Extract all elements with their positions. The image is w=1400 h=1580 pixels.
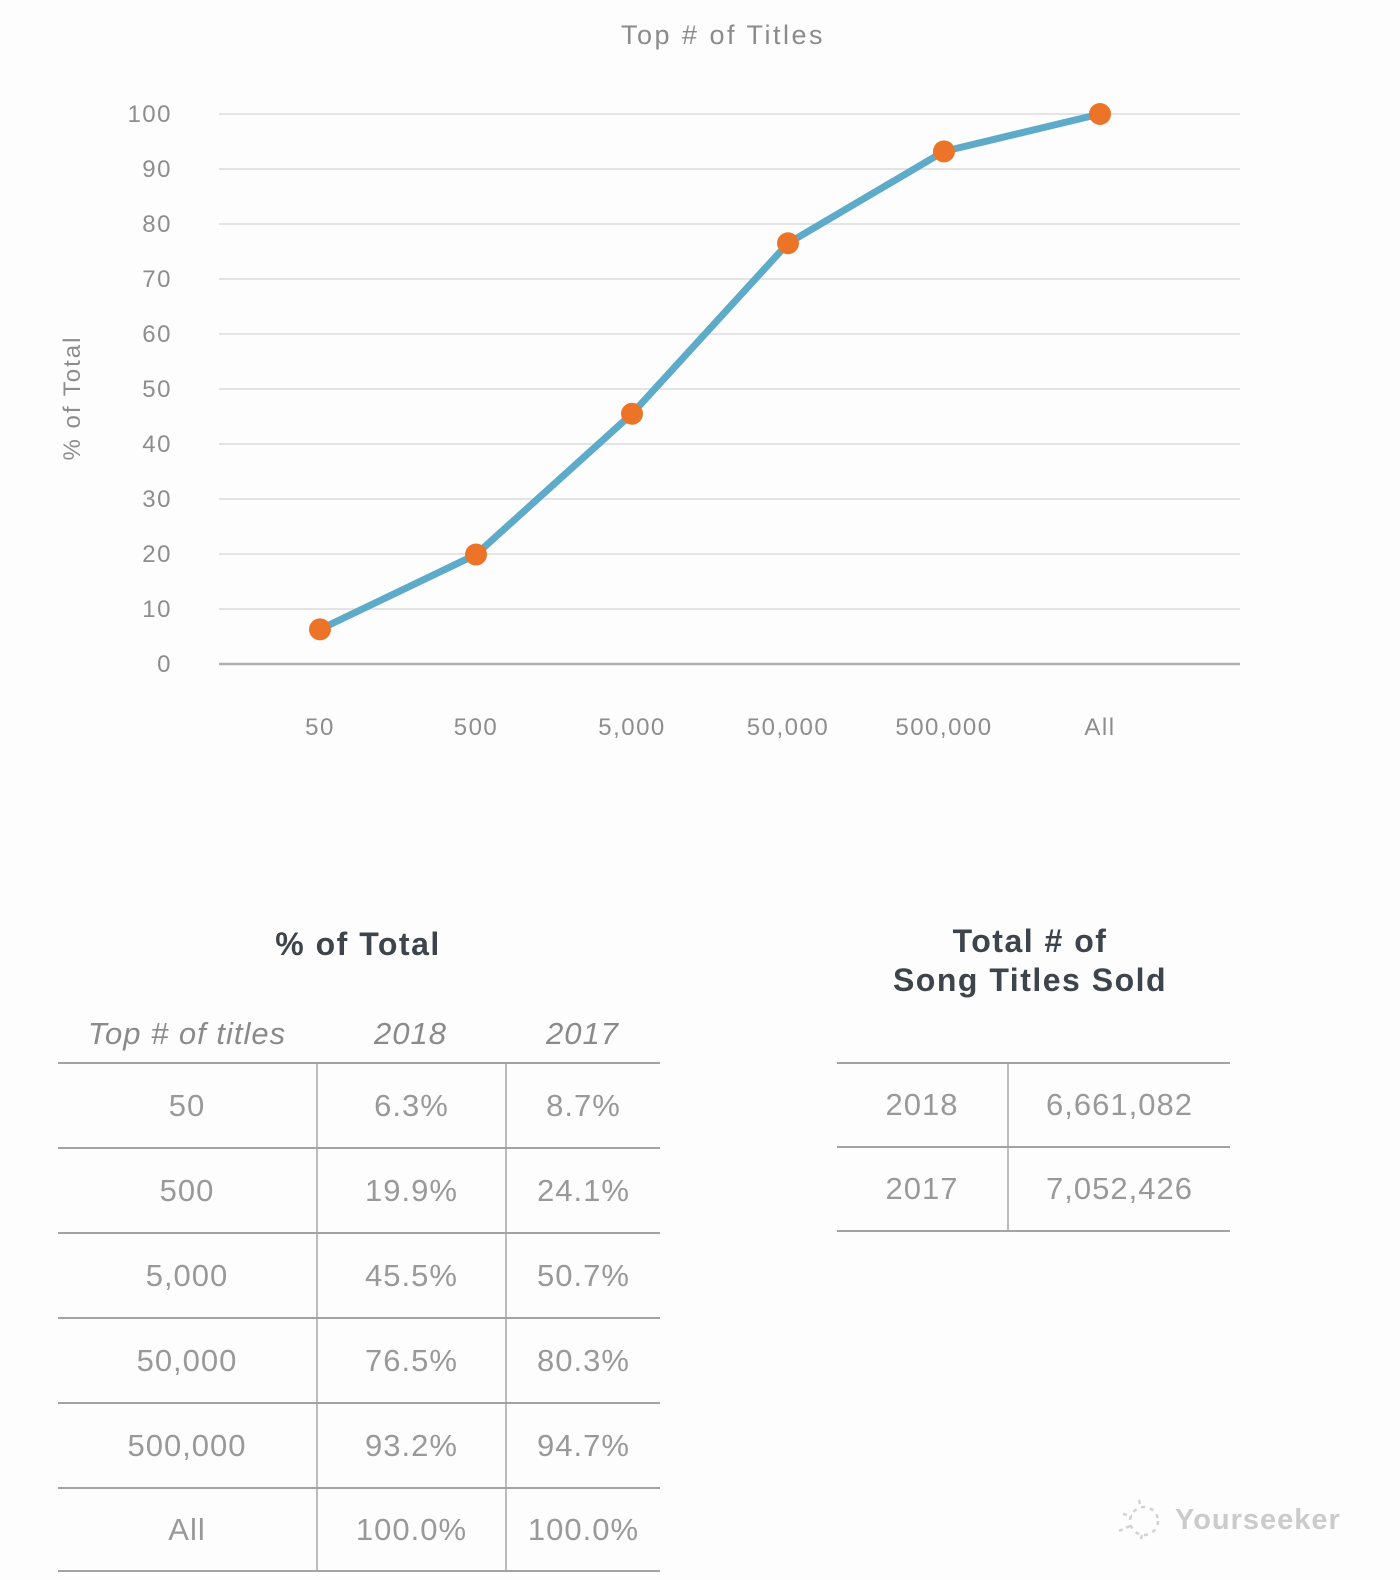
data-point: [465, 543, 487, 566]
y-tick-label: 30: [142, 486, 172, 513]
cell-2017: 24.1%: [505, 1149, 660, 1232]
line-chart: 0 10 20 30 40 50 60 70 80 90 100 50 500 5,000 50,000 50…: [127, 101, 1240, 741]
watermark-text: Yourseeker: [1175, 1503, 1341, 1536]
cell-titles: 50,000: [136, 1342, 238, 1378]
y-tick-label: 0: [157, 651, 172, 678]
data-point: [777, 232, 799, 255]
cell-titles: 500,000: [127, 1427, 247, 1463]
totals-title-line1: Total # of: [952, 923, 1108, 959]
song-titles-sold-table: 2018 6,661,082 2017 7,052,426: [837, 1062, 1230, 1232]
cell-total: 6,661,082: [1007, 1064, 1230, 1146]
header-2018: 2018: [374, 1015, 447, 1051]
data-point: [309, 618, 331, 641]
cell-2018: 19.9%: [316, 1149, 505, 1232]
data-point: [1089, 103, 1111, 125]
x-tick-label: 50: [305, 714, 335, 741]
percent-table-title: % of Total: [275, 926, 441, 962]
cell-2018: 45.5%: [316, 1234, 505, 1317]
cell-2017: 94.7%: [505, 1404, 660, 1487]
y-tick-label: 100: [127, 101, 172, 128]
header-2017: 2017: [546, 1015, 619, 1051]
x-tick-label: 5,000: [598, 714, 666, 741]
cell-2018: 93.2%: [316, 1404, 505, 1487]
cell-2017: 100.0%: [505, 1489, 660, 1570]
series-line-2018: [316, 110, 1104, 633]
data-point: [933, 140, 955, 163]
cell-titles: 500: [159, 1172, 215, 1208]
cell-titles: 5,000: [145, 1257, 229, 1293]
totals-title-line2: Song Titles Sold: [892, 962, 1168, 998]
cell-2017: 8.7%: [505, 1064, 660, 1147]
table-header-row: Top # of titles 2018 2017: [58, 1005, 660, 1062]
cell-2018: 100.0%: [316, 1489, 505, 1570]
table-row: 500 19.9% 24.1%: [58, 1147, 660, 1232]
table-row: All 100.0% 100.0%: [58, 1487, 660, 1572]
x-tick-label: 50,000: [747, 714, 829, 741]
cell-2018: 76.5%: [316, 1319, 505, 1402]
table-row: 5,000 45.5% 50.7%: [58, 1232, 660, 1317]
y-tick-label: 50: [142, 376, 172, 403]
chart-title: Top # of Titles: [620, 20, 826, 50]
cell-2018: 6.3%: [316, 1064, 505, 1147]
table-row: 2017 7,052,426: [837, 1146, 1230, 1230]
sketch-doodle-icon: [1118, 1499, 1160, 1543]
percent-of-total-table: Top # of titles 2018 2017 50 6.3% 8.7% 5…: [58, 1005, 660, 1572]
table-row: 500,000 93.2% 94.7%: [58, 1402, 660, 1487]
table-row: 50,000 76.5% 80.3%: [58, 1317, 660, 1402]
y-tick-label: 90: [142, 156, 172, 183]
data-point: [621, 402, 643, 425]
x-tick-label: 500: [454, 714, 499, 741]
table-row: 2018 6,661,082: [837, 1062, 1230, 1146]
cell-total: 7,052,426: [1007, 1148, 1230, 1230]
y-tick-label: 80: [142, 211, 172, 238]
cell-2017: 50.7%: [505, 1234, 660, 1317]
watermark: Yourseeker: [1115, 1494, 1341, 1546]
cell-titles: All: [168, 1511, 206, 1547]
cell-2017: 80.3%: [505, 1319, 660, 1402]
y-tick-label: 10: [142, 596, 172, 623]
cell-year: 2017: [885, 1171, 959, 1206]
totals-table-title: Total # of Song Titles Sold: [893, 922, 1167, 1000]
header-top-titles: Top # of titles: [87, 1015, 287, 1051]
cell-titles: 50: [168, 1087, 206, 1123]
cell-year: 2018: [885, 1087, 959, 1122]
table-row: 50 6.3% 8.7%: [58, 1062, 660, 1147]
x-tick-label: All: [1084, 714, 1115, 741]
y-tick-label: 60: [142, 321, 172, 348]
x-tick-label: 500,000: [895, 714, 992, 741]
y-tick-label: 20: [142, 541, 172, 568]
y-tick-label: 70: [142, 266, 172, 293]
y-tick-label: 40: [142, 431, 172, 458]
